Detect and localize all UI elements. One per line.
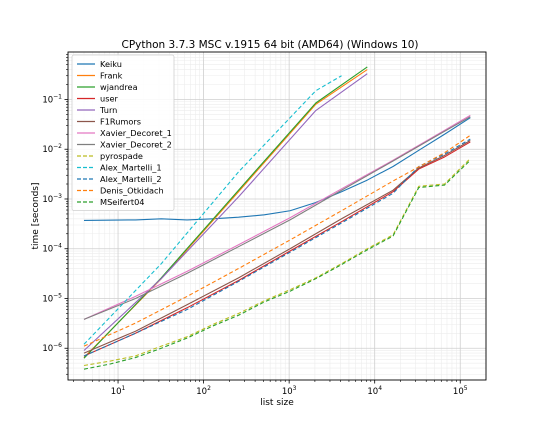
legend-label: pyrospade (100, 151, 143, 161)
legend-label: wjandrea (100, 82, 138, 92)
legend-label: Xavier_Decoret_1 (100, 128, 172, 138)
legend-label: F1Rumors (100, 117, 141, 127)
legend-label: MSeifert04 (100, 197, 145, 207)
series-lines (83, 66, 471, 370)
series-line-user (83, 141, 471, 357)
legend-label: Xavier_Decoret_2 (100, 140, 172, 150)
chart-title: CPython 3.7.3 MSC v.1915 64 bit (AMD64) … (121, 39, 418, 51)
series-line-alex-martelli-1 (83, 75, 342, 345)
legend: KeikuFrankwjandreauserTurnF1RumorsXavier… (71, 54, 175, 211)
x-axis-label: list size (260, 398, 294, 408)
series-line-keiku (84, 117, 471, 222)
legend-label: Keiku (100, 59, 122, 69)
series-line-alex-martelli-2 (83, 138, 471, 357)
series-line-pyrospade (83, 158, 471, 367)
series-line-xavier-decoret-1 (83, 114, 471, 320)
legend-label: Frank (100, 71, 123, 81)
legend-box (71, 54, 175, 211)
plot-frame (67, 51, 487, 381)
series-line-turn (83, 73, 368, 351)
series-line-f1rumors (83, 139, 471, 354)
legend-label: Turn (99, 105, 117, 115)
series-line-mseifert04 (83, 159, 471, 370)
legend-label: Alex_Martelli_2 (100, 174, 162, 184)
series-line-wjandrea (83, 66, 368, 359)
legend-label: user (100, 94, 118, 104)
legend-label: Alex_Martelli_1 (100, 163, 162, 173)
y-axis-label: time [seconds] (31, 182, 41, 249)
legend-label: Denis_Otkidach (100, 186, 164, 196)
series-line-xavier-decoret-2 (83, 116, 471, 320)
